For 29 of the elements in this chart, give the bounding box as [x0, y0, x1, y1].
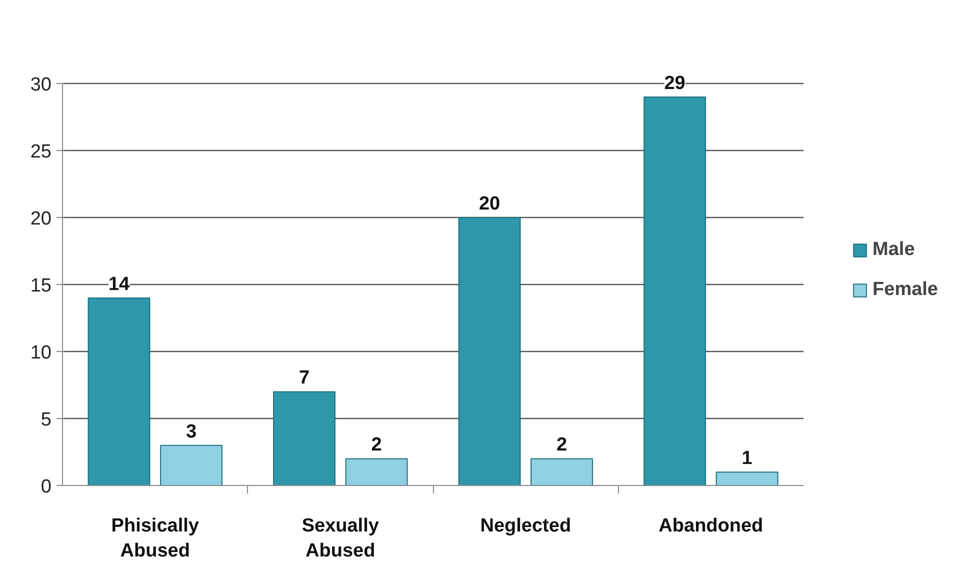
data-label: 3 — [186, 421, 197, 442]
y-tick-label: 20 — [30, 208, 52, 230]
data-label: 29 — [664, 73, 686, 94]
y-tick-label: 0 — [40, 476, 52, 498]
data-label: 20 — [478, 194, 500, 215]
x-tick-label: Phisically Abused — [111, 516, 200, 562]
x-tick-label: Neglected — [480, 516, 572, 536]
bar — [530, 458, 593, 486]
bar — [458, 217, 521, 486]
legend-label: Female — [872, 279, 938, 301]
bar — [273, 391, 336, 486]
bar — [644, 96, 706, 486]
data-label: 2 — [556, 434, 568, 456]
bar — [345, 458, 408, 486]
data-label: 14 — [108, 274, 130, 295]
y-tick-label: 15 — [30, 276, 52, 297]
data-label: 2 — [371, 434, 382, 456]
bar — [716, 472, 778, 486]
x-tick-label: Abandoned — [658, 516, 764, 536]
data-label: 7 — [298, 368, 310, 389]
y-tick-label: 10 — [30, 342, 52, 364]
y-tick-label: 30 — [30, 74, 52, 96]
y-tick-label: 5 — [40, 410, 52, 431]
bar — [88, 297, 150, 486]
x-tick-label: Sexually Abused — [302, 516, 380, 562]
bar — [160, 444, 222, 486]
legend-label: Male — [872, 239, 915, 261]
data-label: 1 — [742, 448, 753, 470]
y-tick-label: 25 — [30, 142, 52, 163]
